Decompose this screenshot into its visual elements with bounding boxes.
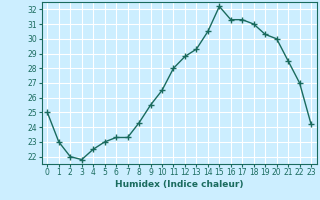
X-axis label: Humidex (Indice chaleur): Humidex (Indice chaleur) xyxy=(115,180,244,189)
